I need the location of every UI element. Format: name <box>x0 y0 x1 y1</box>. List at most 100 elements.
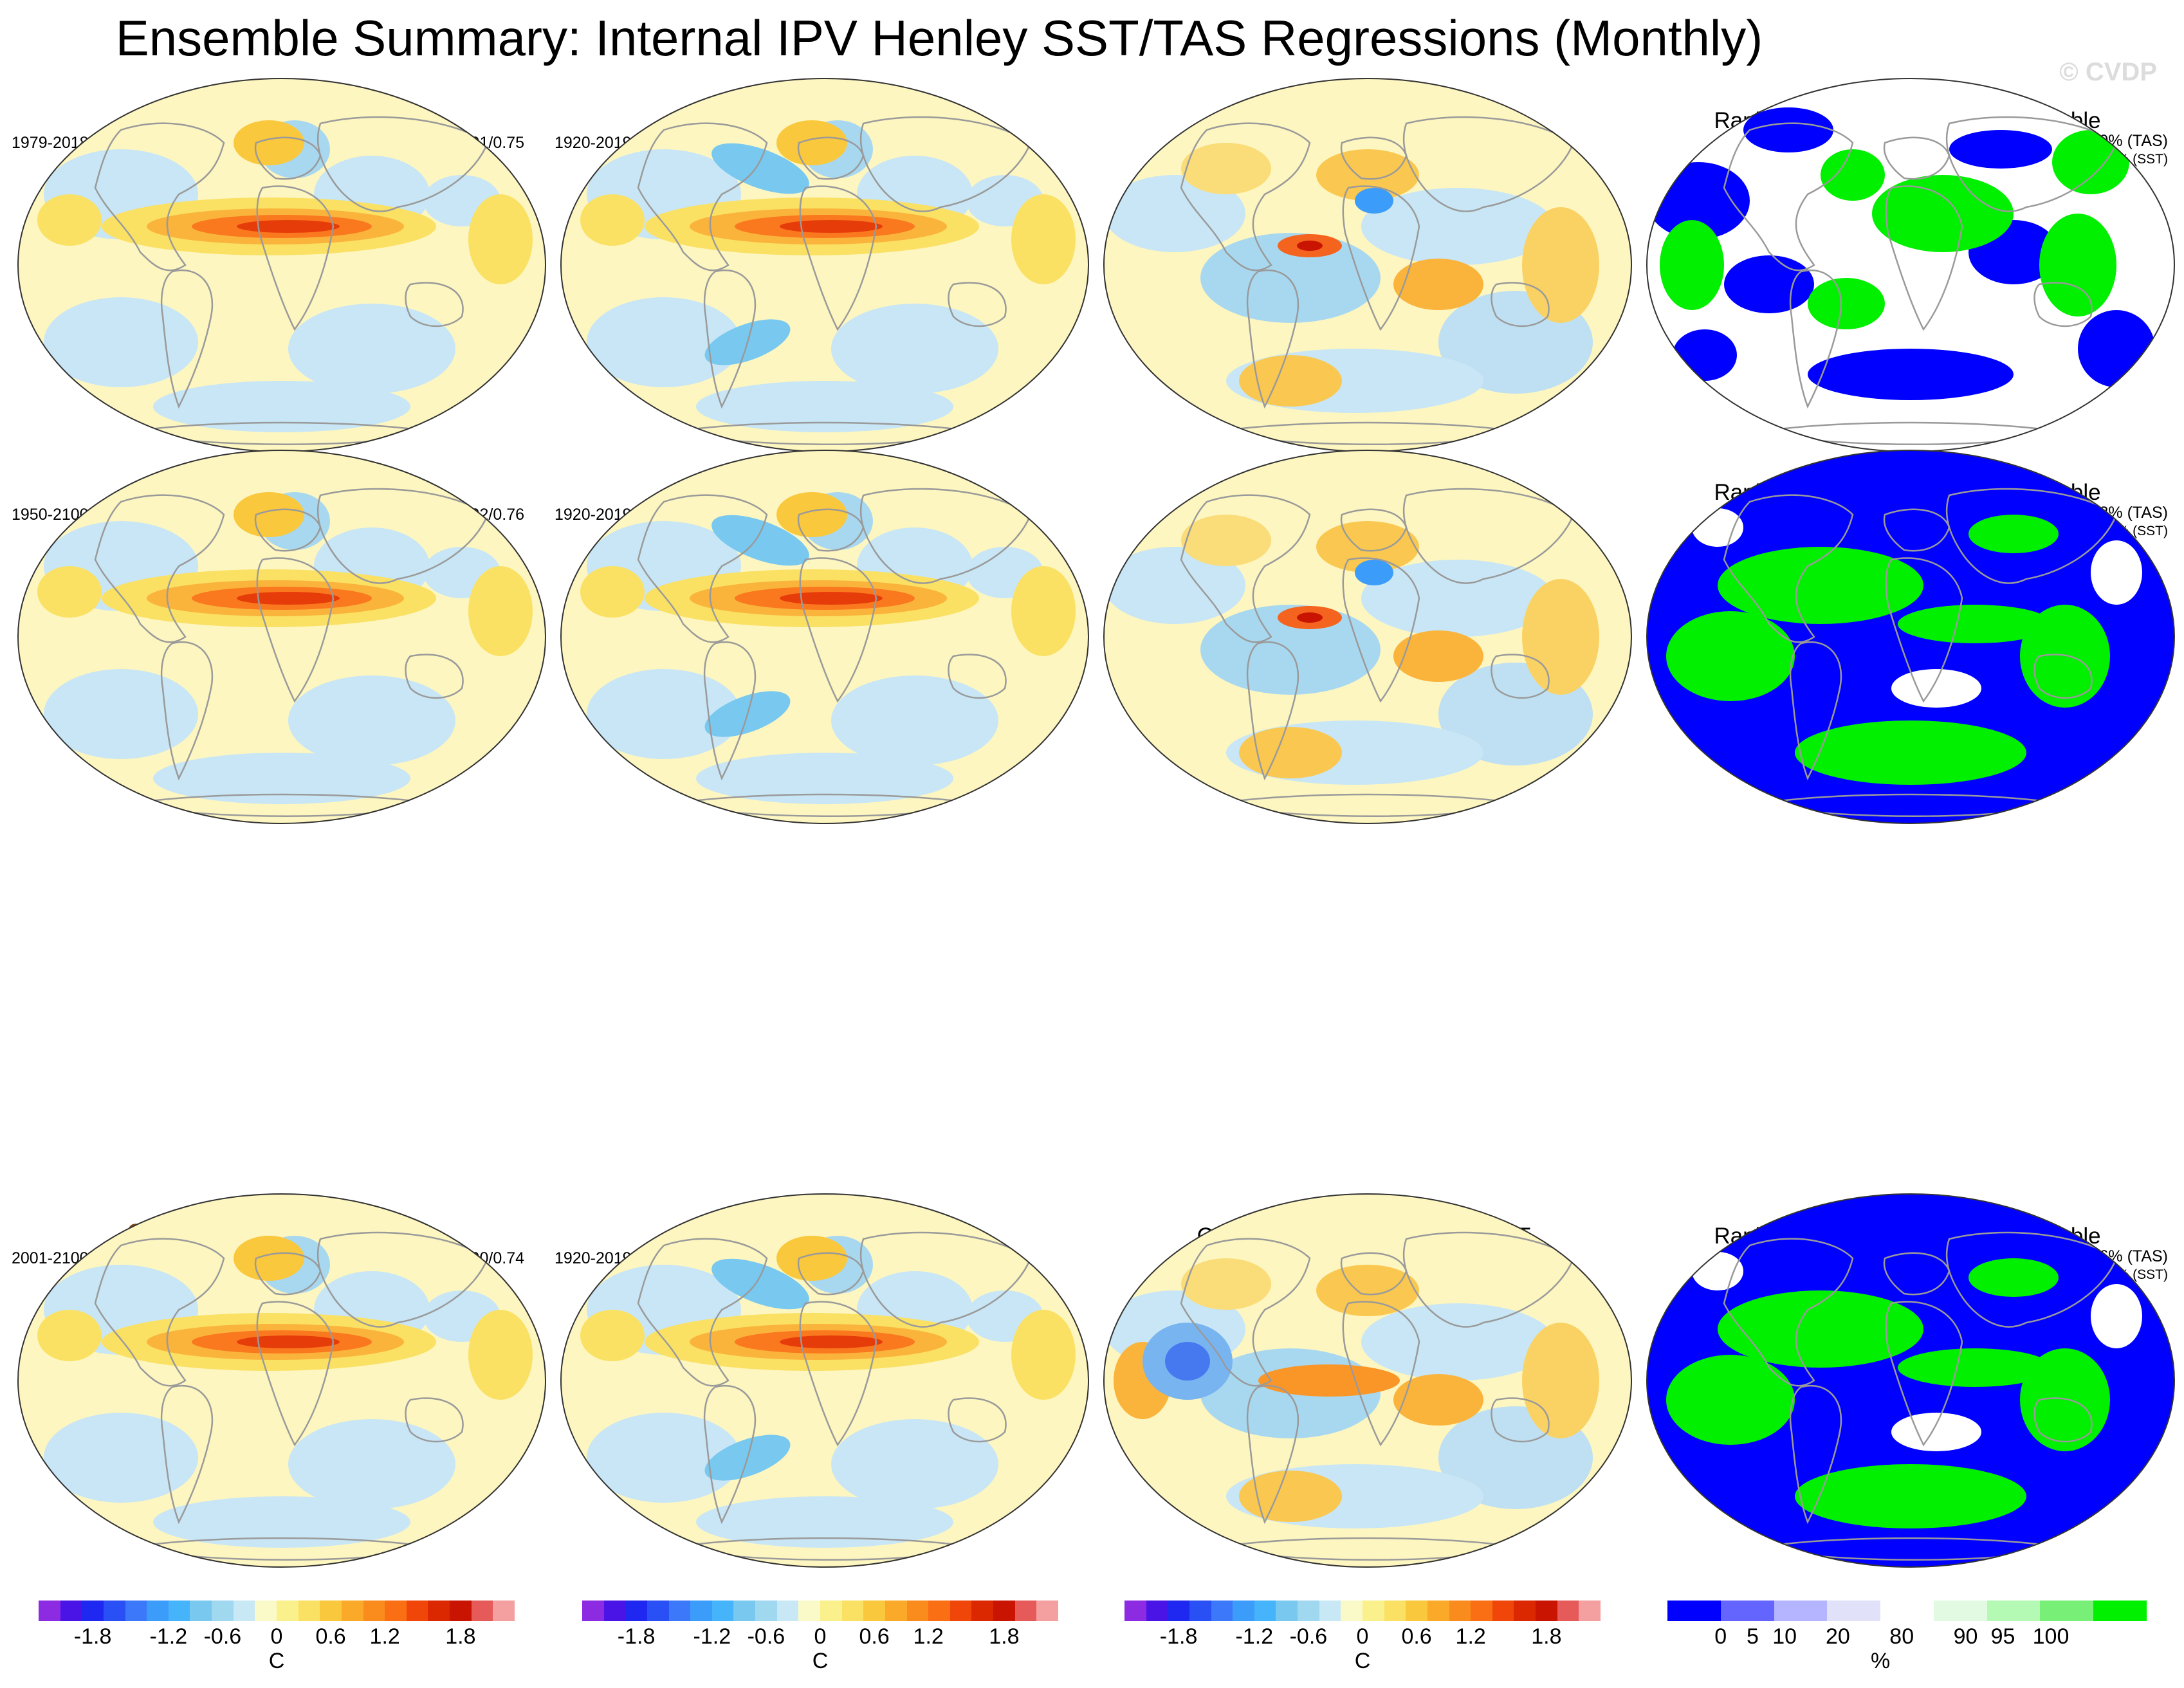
temp-1-colorbar-swatch <box>60 1601 82 1621</box>
temp-2-tick-label: -1.8 <box>617 1624 656 1649</box>
temp-3-colorbar-swatch <box>1514 1601 1536 1621</box>
temp-3-tick-label: 1.8 <box>1531 1624 1562 1649</box>
rank-tick-label: 5 <box>1746 1624 1759 1649</box>
temp-2-tick-label: 1.2 <box>913 1624 944 1649</box>
temp-1-colorbar-swatch <box>493 1601 515 1621</box>
temp-1-tick-label: 0 <box>270 1624 283 1649</box>
temp-1-colorbar-swatch <box>103 1601 126 1621</box>
rank-tick-label: 20 <box>1825 1624 1850 1649</box>
temp-3-colorbar-swatch <box>1276 1601 1298 1621</box>
row2-rank-map <box>1640 444 2181 830</box>
temp-2-colorbar-swatch <box>971 1601 994 1621</box>
temp-1-colorbar-swatch <box>147 1601 169 1621</box>
temp-2-colorbar-swatch <box>950 1601 972 1621</box>
temp-3-colorbar-swatch <box>1168 1601 1190 1621</box>
temp-1-colorbar-swatch <box>298 1601 320 1621</box>
temp-3-colorbar-swatch <box>1406 1601 1428 1621</box>
rank-tick-label: 90 <box>1953 1624 1978 1649</box>
temp-3-tick-label: 0.6 <box>1401 1624 1432 1649</box>
temp-3-unit-label: C <box>1354 1649 1371 1673</box>
temp-2-colorbar-swatch <box>841 1601 864 1621</box>
temp-3-colorbar <box>1124 1601 1601 1621</box>
temp-3-tick-label: 1.2 <box>1455 1624 1486 1649</box>
temp-2-tick-label: -0.6 <box>747 1624 785 1649</box>
temp-1-tick-label: 0.6 <box>315 1624 346 1649</box>
temp-3-colorbar-swatch <box>1492 1601 1514 1621</box>
rank-colorbar-swatch <box>1667 1601 1721 1621</box>
temp-2-colorbar-swatch <box>906 1601 929 1621</box>
temp-1-tick-label: 1.8 <box>445 1624 476 1649</box>
temp-2-tick-label: 0.6 <box>859 1624 890 1649</box>
temp-2-colorbar-swatch <box>885 1601 908 1621</box>
rank-colorbar-swatch <box>2040 1601 2094 1621</box>
temp-3-colorbar-swatch <box>1363 1601 1385 1621</box>
temp-3-colorbar-swatch <box>1427 1601 1450 1621</box>
temp-2-tick-label: 1.8 <box>989 1624 1020 1649</box>
temp-3-colorbar-swatch <box>1298 1601 1320 1621</box>
temp-1-tick-label: -1.2 <box>149 1624 188 1649</box>
temp-2-colorbar-swatch <box>733 1601 756 1621</box>
figure-title: Ensemble Summary: Internal IPV Henley SS… <box>115 10 1763 66</box>
temp-3-colorbar-swatch <box>1557 1601 1579 1621</box>
temp-3-colorbar-swatch <box>1384 1601 1406 1621</box>
row2-obs-map <box>555 444 1095 830</box>
temp-3-tick-label: -1.8 <box>1159 1624 1198 1649</box>
temp-2-colorbar-swatch <box>690 1601 713 1621</box>
rank-tick-label: 100 <box>2032 1624 2069 1649</box>
temp-3-colorbar-swatch <box>1536 1601 1558 1621</box>
temp-3-colorbar-swatch <box>1233 1601 1255 1621</box>
row1-diff-map <box>1097 72 1638 458</box>
temp-3-colorbar-swatch <box>1319 1601 1341 1621</box>
rank-colorbar-swatch <box>1720 1601 1775 1621</box>
temp-2-colorbar-swatch <box>647 1601 670 1621</box>
row3-model-map <box>12 1188 552 1573</box>
temp-1-tick-label: -0.6 <box>203 1624 242 1649</box>
temp-2-unit-label: C <box>812 1649 829 1673</box>
temp-3-colorbar-swatch <box>1341 1601 1363 1621</box>
temp-2-tick-label: -1.2 <box>693 1624 731 1649</box>
temp-3-colorbar-swatch <box>1189 1601 1212 1621</box>
temp-2-colorbar-swatch <box>1014 1601 1037 1621</box>
temp-2-colorbar-swatch <box>755 1601 778 1621</box>
rank-tick-label: 95 <box>1990 1624 2015 1649</box>
temp-2-colorbar-swatch <box>776 1601 799 1621</box>
temp-1-colorbar-swatch <box>363 1601 385 1621</box>
rank-colorbar-swatch <box>1987 1601 2041 1621</box>
temp-1-colorbar-swatch <box>39 1601 61 1621</box>
temp-3-colorbar-swatch <box>1449 1601 1471 1621</box>
temp-1-colorbar-swatch <box>233 1601 255 1621</box>
temp-1-colorbar-swatch <box>428 1601 450 1621</box>
rank-colorbar-swatch <box>1774 1601 1828 1621</box>
temp-2-colorbar-swatch <box>603 1601 626 1621</box>
temp-1-unit-label: C <box>268 1649 285 1673</box>
temp-2-colorbar-swatch <box>928 1601 951 1621</box>
temp-2-colorbar-swatch <box>625 1601 648 1621</box>
temp-1-colorbar-swatch <box>277 1601 299 1621</box>
temp-1-tick-label: 1.2 <box>369 1624 400 1649</box>
temp-1-colorbar-swatch <box>190 1601 212 1621</box>
temp-2-colorbar-swatch <box>668 1601 691 1621</box>
temp-3-colorbar-swatch <box>1579 1601 1601 1621</box>
temp-3-colorbar-swatch <box>1146 1601 1168 1621</box>
temp-2-colorbar-swatch <box>820 1601 843 1621</box>
temp-1-colorbar <box>39 1601 515 1621</box>
temp-3-colorbar-swatch <box>1471 1601 1493 1621</box>
temp-1-tick-label: -1.8 <box>73 1624 112 1649</box>
temp-2-colorbar-swatch <box>993 1601 1016 1621</box>
temp-3-tick-label: -1.2 <box>1235 1624 1274 1649</box>
temp-1-colorbar-swatch <box>125 1601 147 1621</box>
watermark: © CVDP <box>2059 58 2157 86</box>
temp-2-colorbar-swatch <box>798 1601 821 1621</box>
row1-obs-map <box>555 72 1095 458</box>
rank-colorbar-swatch <box>1933 1601 1988 1621</box>
temp-2-colorbar <box>582 1601 1059 1621</box>
temp-3-colorbar-swatch <box>1211 1601 1233 1621</box>
temp-2-colorbar-swatch <box>711 1601 734 1621</box>
row1-rank-map <box>1640 72 2181 458</box>
rank-unit-label: % <box>1870 1649 1891 1673</box>
temp-1-colorbar-swatch <box>406 1601 428 1621</box>
temp-3-colorbar-swatch <box>1124 1601 1147 1621</box>
temp-1-colorbar-swatch <box>320 1601 342 1621</box>
temp-2-colorbar-swatch <box>582 1601 605 1621</box>
temp-2-colorbar-swatch <box>1036 1601 1059 1621</box>
